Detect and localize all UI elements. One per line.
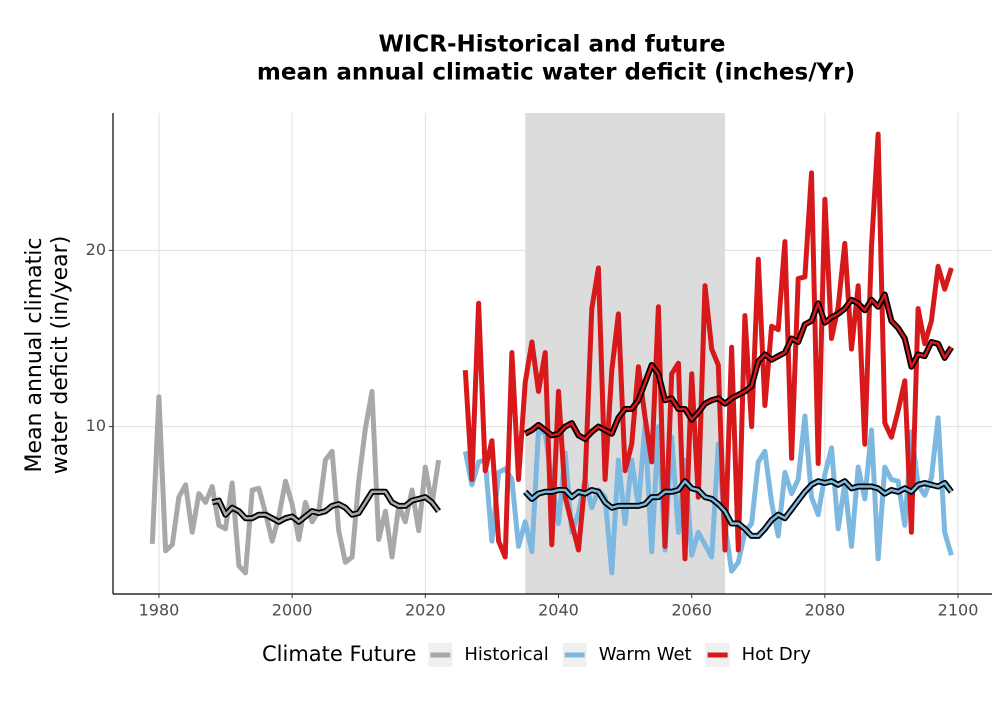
x-tick-label: 1980 xyxy=(139,601,180,620)
trend-line xyxy=(524,293,953,441)
legend-label: Warm Wet xyxy=(599,644,692,665)
x-tick-label: 2000 xyxy=(272,601,313,620)
series-line xyxy=(462,131,954,562)
trend-line xyxy=(524,479,953,538)
x-tick-label: 2060 xyxy=(671,601,712,620)
y-axis-label: water deficit (in/year) xyxy=(48,236,73,475)
legend-label: Hot Dry xyxy=(742,644,812,665)
y-tick-label: 10 xyxy=(86,416,106,435)
y-tick-label: 20 xyxy=(86,240,106,259)
x-tick-label: 2100 xyxy=(938,601,979,620)
x-tick-label: 2040 xyxy=(538,601,579,620)
chart-title: WICR-Historical and future xyxy=(378,32,725,58)
trend-line xyxy=(211,490,440,524)
y-axis-label: Mean annual climatic xyxy=(22,238,47,473)
series-line xyxy=(149,388,442,576)
x-tick-label: 2020 xyxy=(405,601,446,620)
x-tick-label: 2080 xyxy=(804,601,845,620)
legend-title: Climate Future xyxy=(262,642,416,666)
chart-title: mean annual climatic water deficit (inch… xyxy=(257,60,855,86)
legend-label: Historical xyxy=(464,644,548,665)
